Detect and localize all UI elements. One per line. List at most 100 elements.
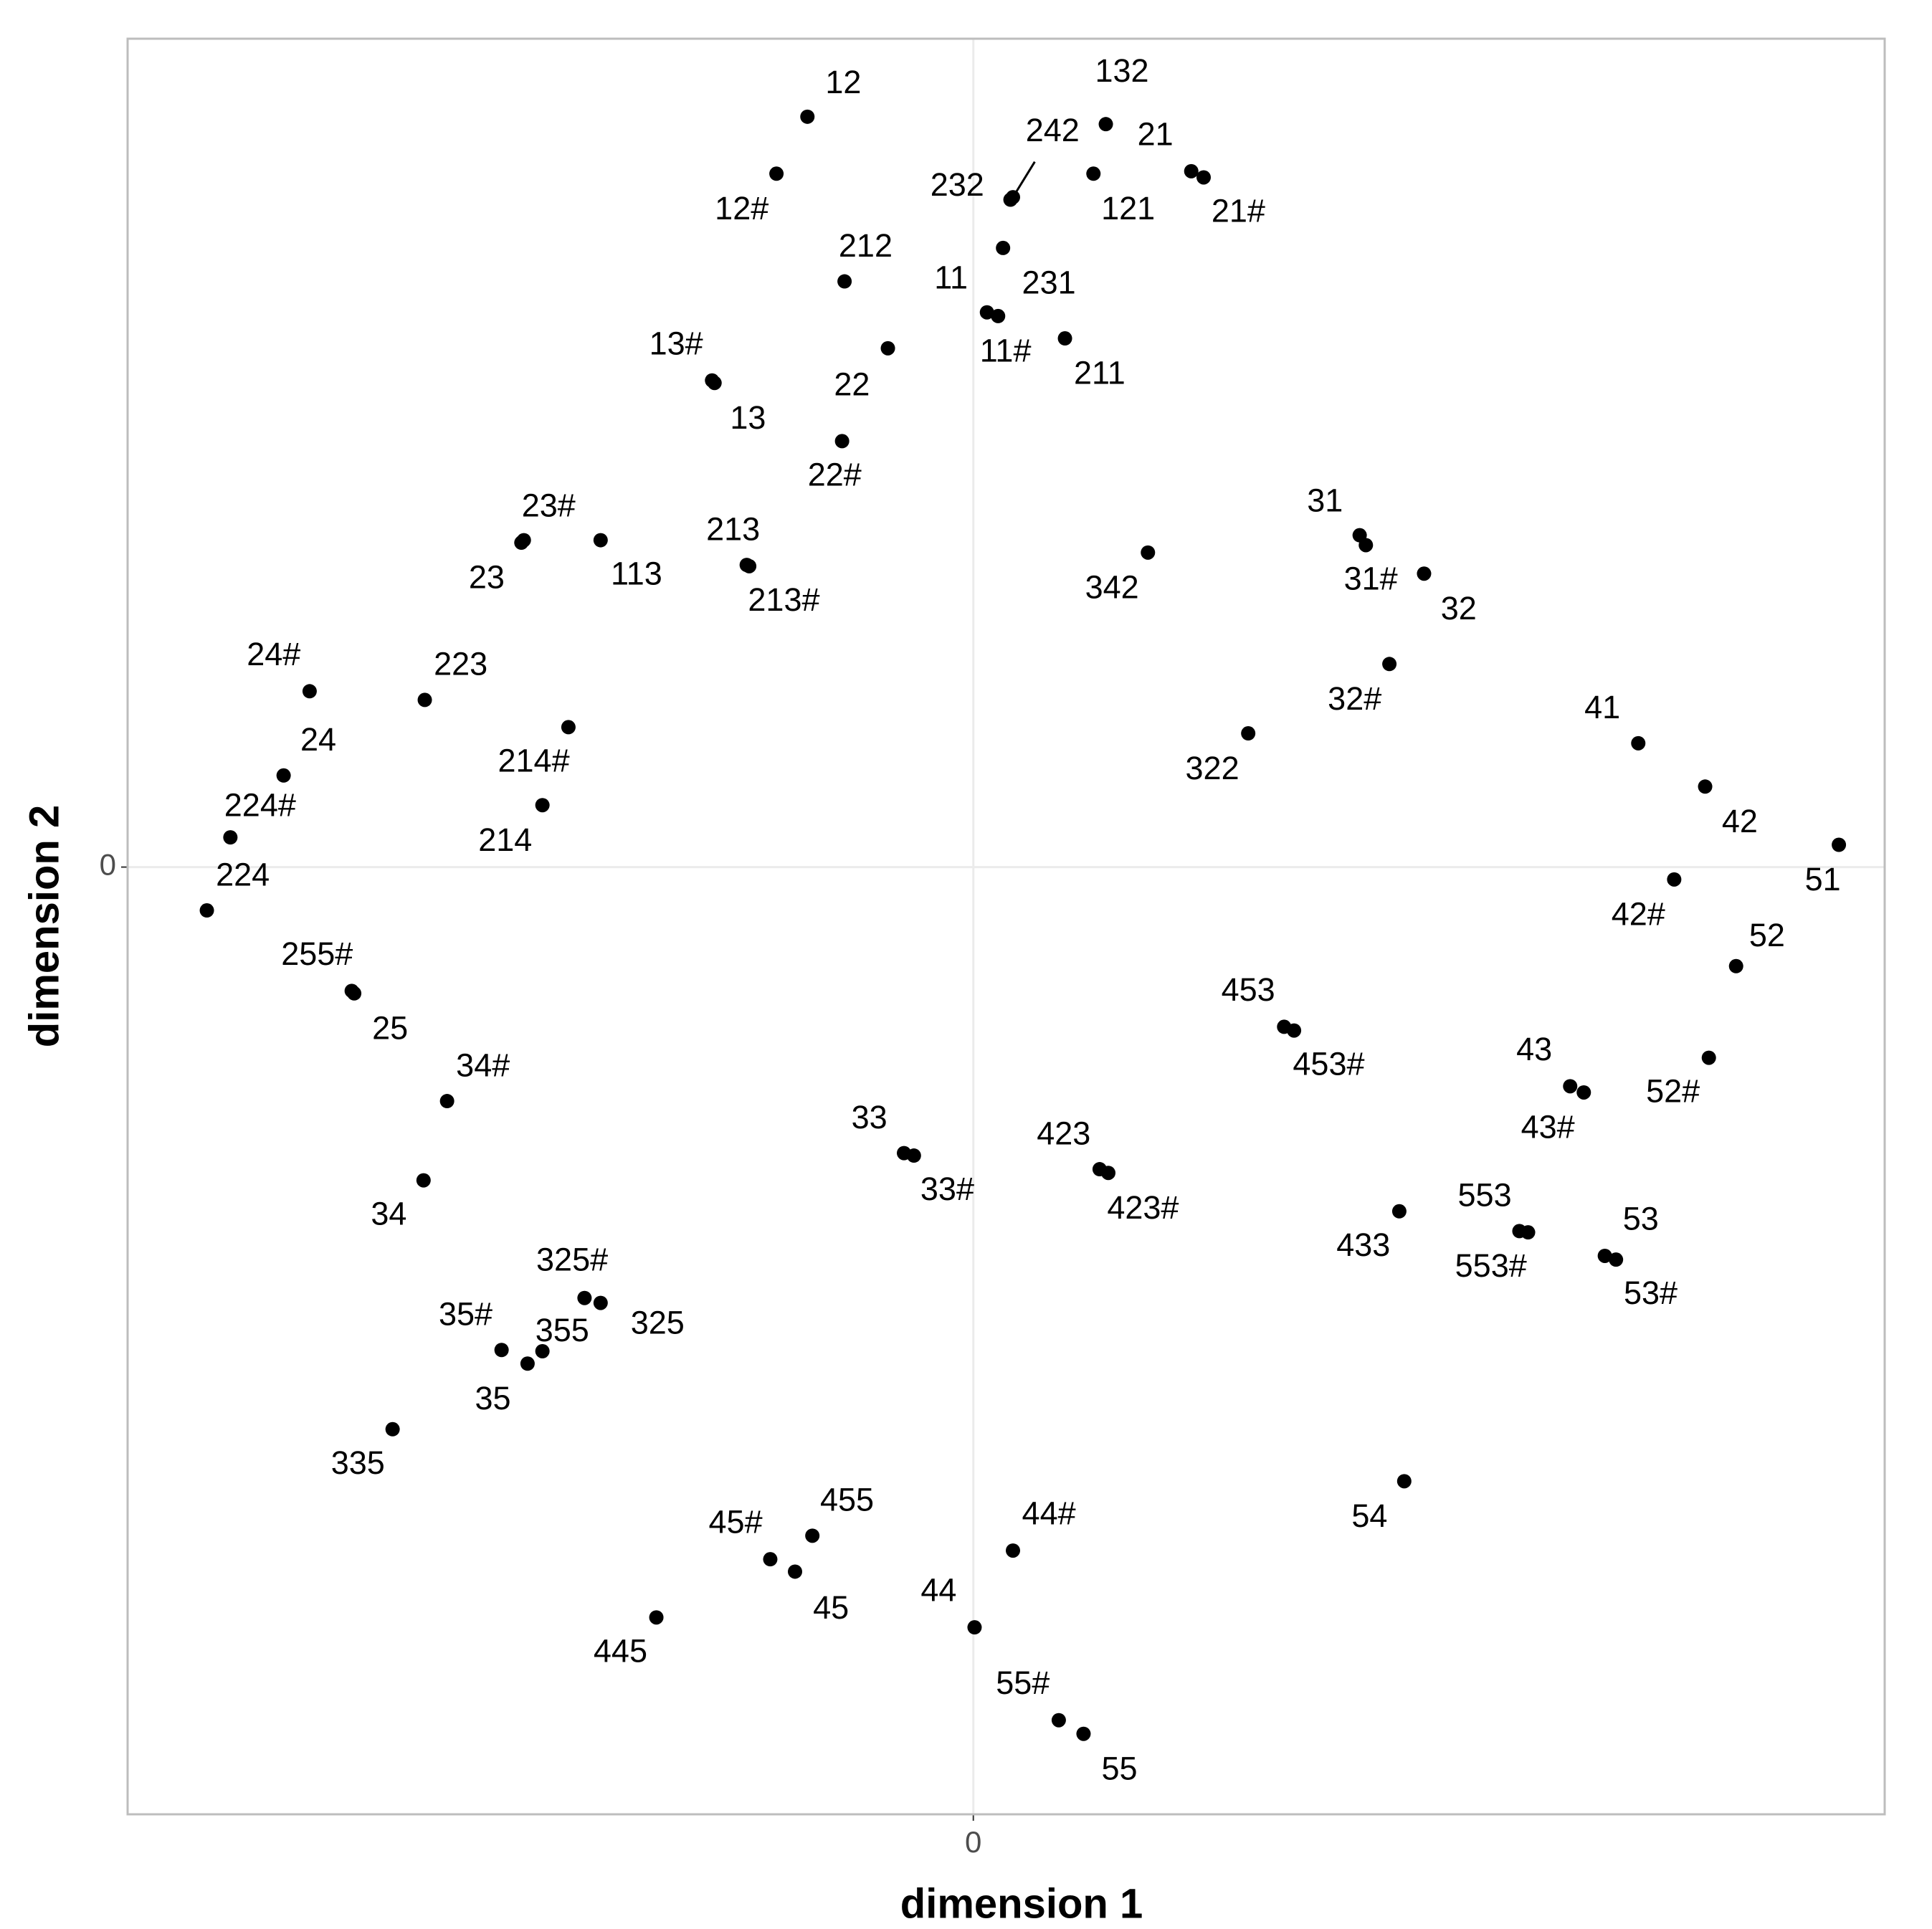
point xyxy=(1184,163,1199,178)
point-label: 52 xyxy=(1749,917,1785,953)
point-label: 25 xyxy=(372,1009,408,1046)
point-label: 255# xyxy=(281,935,353,972)
point xyxy=(742,558,757,573)
point xyxy=(1417,566,1432,581)
point xyxy=(1396,1474,1412,1489)
point-label: 11 xyxy=(934,259,968,296)
plot-border xyxy=(126,37,1886,1816)
point-label: 55# xyxy=(996,1664,1050,1701)
point xyxy=(837,274,852,289)
point-label: 11# xyxy=(980,333,1032,369)
point xyxy=(763,1552,778,1567)
point-label: 342 xyxy=(1085,569,1139,606)
point xyxy=(561,720,576,735)
point xyxy=(1241,726,1256,741)
point-label: 34# xyxy=(456,1047,510,1083)
point xyxy=(223,830,238,845)
point xyxy=(1076,1726,1091,1741)
point-label: 44# xyxy=(1022,1495,1076,1532)
point-label: 54 xyxy=(1351,1497,1387,1534)
point-label: 213 xyxy=(706,510,760,547)
point-label: 24# xyxy=(247,636,300,672)
point-label: 214# xyxy=(498,742,569,778)
point xyxy=(906,1148,921,1163)
point xyxy=(996,240,1011,255)
point xyxy=(1631,735,1646,751)
point-label: 325# xyxy=(536,1241,608,1277)
point xyxy=(276,768,291,783)
point xyxy=(416,1173,431,1188)
point-label: 224 xyxy=(216,856,270,892)
point-label: 32 xyxy=(1441,590,1477,627)
point-label: 322 xyxy=(1186,750,1239,786)
point xyxy=(1358,538,1374,553)
point-label: 12 xyxy=(825,64,861,100)
point-label: 42 xyxy=(1722,803,1758,839)
point-label: 51 xyxy=(1805,861,1841,897)
point xyxy=(979,305,994,320)
point xyxy=(834,434,850,449)
point-label: 445 xyxy=(594,1632,647,1669)
point-label: 553 xyxy=(1458,1177,1512,1214)
point-label: 455 xyxy=(820,1482,874,1518)
point-label: 12# xyxy=(715,190,768,227)
point xyxy=(1196,170,1211,185)
point-label: 423# xyxy=(1107,1189,1179,1226)
point-label: 214 xyxy=(478,821,532,858)
point-label: 43# xyxy=(1521,1109,1575,1146)
point xyxy=(577,1290,592,1305)
point xyxy=(593,533,608,548)
point-label: 23# xyxy=(522,487,576,524)
point-label: 31# xyxy=(1344,560,1398,596)
point xyxy=(520,1356,535,1371)
point-label: 42# xyxy=(1612,896,1665,933)
point-label: 52# xyxy=(1646,1073,1700,1110)
point-label: 45 xyxy=(813,1589,849,1626)
point-label: 31 xyxy=(1307,482,1343,519)
point-label: 223 xyxy=(434,646,487,682)
point xyxy=(1701,1050,1716,1065)
point xyxy=(1698,779,1713,794)
point xyxy=(880,340,895,356)
point-label: 325 xyxy=(631,1305,685,1341)
point-label: 433 xyxy=(1336,1227,1390,1263)
point xyxy=(1141,545,1156,560)
point-label: 13 xyxy=(730,399,766,436)
point xyxy=(347,986,362,1001)
point xyxy=(516,533,531,548)
point-label: 242 xyxy=(1026,112,1080,148)
point-label: 21 xyxy=(1138,115,1174,152)
point-label: 113 xyxy=(611,556,662,592)
point-label: 211 xyxy=(1074,355,1126,391)
point xyxy=(439,1094,455,1109)
point xyxy=(1382,657,1397,672)
point-label: 43 xyxy=(1516,1031,1552,1067)
point-label: 32# xyxy=(1328,680,1381,717)
x-axis-title: dimension 1 xyxy=(900,1880,1143,1927)
point xyxy=(991,308,1006,323)
point xyxy=(1667,872,1682,887)
y-axis-title: dimension 2 xyxy=(21,805,67,1047)
plot-panel xyxy=(128,39,1885,1814)
point xyxy=(1563,1079,1578,1094)
point-label: 55 xyxy=(1102,1750,1138,1786)
point xyxy=(1609,1252,1624,1267)
point xyxy=(967,1620,982,1635)
point xyxy=(494,1343,509,1358)
point xyxy=(535,798,550,813)
point xyxy=(800,109,815,124)
point-label: 453# xyxy=(1293,1046,1364,1082)
point xyxy=(535,1343,550,1358)
point-label: 423 xyxy=(1037,1115,1090,1151)
point-label: 22 xyxy=(834,366,870,402)
point xyxy=(1521,1225,1536,1240)
point xyxy=(1006,190,1020,205)
point-label: 24 xyxy=(300,721,336,758)
point-label: 53# xyxy=(1624,1275,1678,1311)
point-label: 35# xyxy=(439,1295,492,1332)
point xyxy=(1576,1085,1591,1100)
point-label: 45# xyxy=(709,1504,763,1540)
point xyxy=(1597,1248,1612,1263)
point-label: 213# xyxy=(748,581,819,618)
